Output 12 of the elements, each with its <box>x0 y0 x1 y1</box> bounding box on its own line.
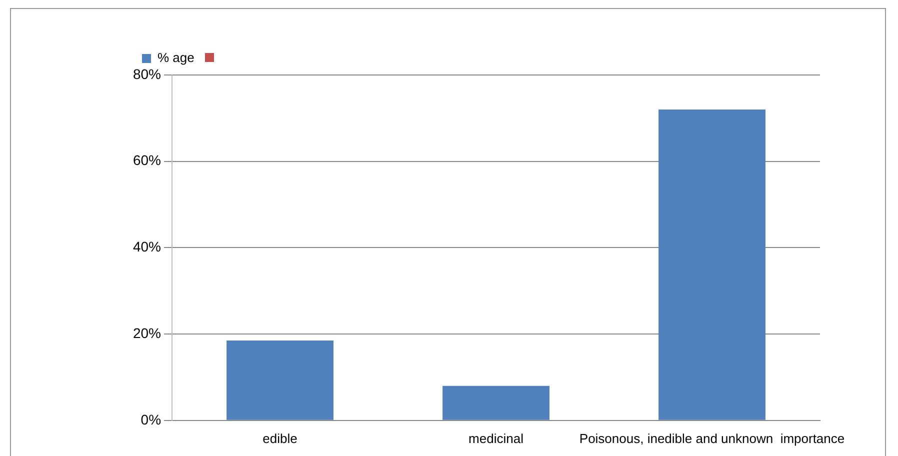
bar <box>226 340 334 420</box>
legend-label: % age <box>158 50 194 66</box>
x-tick-label: Poisonous, inedible and unknown importance <box>579 430 845 446</box>
y-tick-label: 80% <box>132 66 162 82</box>
x-tick-label: edible <box>262 430 298 446</box>
y-tick-label: 0% <box>140 411 162 428</box>
bar <box>658 110 766 420</box>
x-tick-label: medicinal <box>468 430 524 446</box>
y-tick-label: 60% <box>132 152 162 168</box>
y-tick-label: 20% <box>132 324 162 341</box>
y-tick-label: 40% <box>132 238 162 255</box>
bar <box>442 386 550 420</box>
